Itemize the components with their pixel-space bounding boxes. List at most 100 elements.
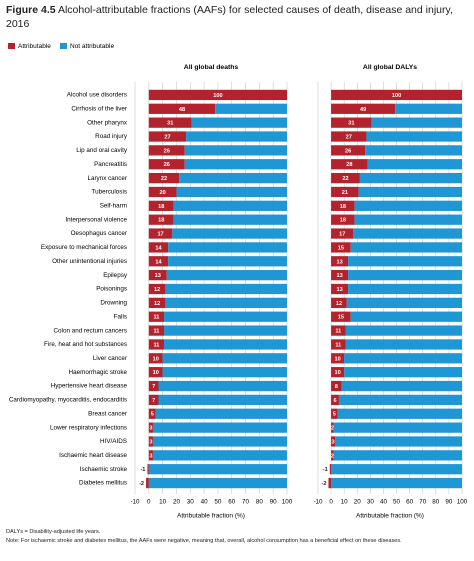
bar (184, 159, 287, 170)
value-label: 31 (348, 121, 354, 127)
value-label: 2 (331, 426, 334, 432)
x-tick-label: 50 (214, 499, 222, 506)
value-label: 8 (335, 384, 338, 390)
bar (148, 172, 180, 184)
bar (164, 325, 287, 336)
category-label: Other pharynx (87, 119, 128, 126)
value-label: 48 (179, 107, 185, 113)
value-label: 7 (152, 398, 155, 404)
value-label: 13 (155, 273, 161, 279)
x-tick-label: 60 (228, 499, 236, 506)
value-label: 27 (164, 135, 170, 141)
value-label: 17 (157, 232, 163, 238)
bar (148, 228, 173, 239)
bar (173, 214, 287, 225)
bar (155, 408, 287, 419)
bar (359, 172, 462, 184)
bar (148, 242, 169, 253)
x-tick-label: -10 (313, 499, 323, 506)
bar (331, 270, 349, 281)
value-label: 6 (333, 398, 336, 404)
category-label: Ischaemic stroke (80, 466, 128, 473)
value-label: -2 (321, 481, 326, 487)
x-tick-label: 80 (256, 499, 264, 506)
x-tick-label: 10 (159, 499, 167, 506)
value-label: 10 (153, 370, 159, 376)
panel-title: All global DALYs (363, 64, 417, 71)
category-label: Breast cancer (88, 410, 127, 417)
category-label: Exposure to mechanical forces (41, 244, 127, 251)
category-label: Other unintentional injuries (52, 258, 127, 265)
value-label: 3 (149, 439, 152, 445)
bar (148, 117, 192, 128)
value-label: 14 (155, 259, 162, 265)
bar (148, 353, 163, 364)
value-label: 11 (153, 342, 159, 348)
category-label: Oesophagus cancer (71, 230, 127, 237)
category-label: Epilepsy (103, 272, 128, 279)
bar (331, 464, 462, 475)
bar (152, 422, 287, 433)
bar (147, 464, 149, 475)
value-label: 12 (154, 301, 160, 307)
category-label: Pancreatitis (94, 161, 127, 168)
category-label: Lower respiratory infections (50, 424, 127, 431)
bar (152, 436, 287, 447)
value-label: 18 (158, 218, 164, 224)
bar (338, 394, 462, 406)
bar (348, 283, 462, 295)
value-label: 27 (346, 135, 352, 141)
x-tick-label: 90 (445, 499, 453, 506)
value-label: 20 (160, 190, 166, 196)
legend-label: Not attributable (70, 43, 114, 50)
bar (165, 283, 287, 295)
bar (162, 353, 287, 364)
bar (146, 477, 149, 489)
bar (331, 200, 355, 211)
bar (148, 131, 187, 142)
value-label: 5 (333, 412, 336, 418)
value-label: 15 (338, 315, 344, 321)
value-label: -2 (139, 481, 144, 487)
value-label: 2 (331, 453, 334, 459)
x-tick-label: 100 (282, 499, 293, 506)
legend-label: Attributable (18, 43, 51, 50)
bar (148, 477, 287, 489)
bar (191, 117, 287, 128)
bar (148, 214, 174, 225)
x-tick-label: 100 (457, 499, 468, 506)
bar (166, 270, 287, 281)
bar (350, 311, 462, 322)
value-label: 26 (164, 148, 170, 154)
value-label: 28 (346, 162, 352, 168)
note: DALYs = Disability-adjusted life years. (6, 529, 101, 535)
value-label: 12 (336, 301, 342, 307)
category-label: Diabetes mellitus (79, 480, 127, 487)
x-axis-title: Attributable fraction (%) (356, 513, 424, 520)
legend-swatch (8, 43, 15, 49)
bar (331, 339, 346, 350)
bar (331, 159, 368, 170)
bar (348, 256, 462, 267)
category-label: Ischaemic heart disease (59, 452, 127, 459)
bar (328, 477, 332, 489)
bar (148, 339, 165, 350)
bar (353, 228, 462, 239)
value-label: 15 (338, 245, 344, 251)
value-label: 13 (336, 273, 342, 279)
value-label: -1 (140, 467, 145, 473)
bar (176, 186, 287, 198)
bar (345, 339, 462, 350)
bar (371, 117, 462, 128)
value-label: 22 (342, 176, 348, 182)
category-label: Hypertensive heart disease (51, 383, 128, 390)
category-label: Tuberculosis (92, 189, 127, 196)
x-tick-label: 40 (380, 499, 388, 506)
bar (331, 256, 349, 267)
value-label: 12 (154, 287, 160, 293)
bar (331, 422, 334, 433)
x-tick-label: 30 (367, 499, 375, 506)
bar (395, 103, 462, 114)
bar (331, 283, 349, 295)
